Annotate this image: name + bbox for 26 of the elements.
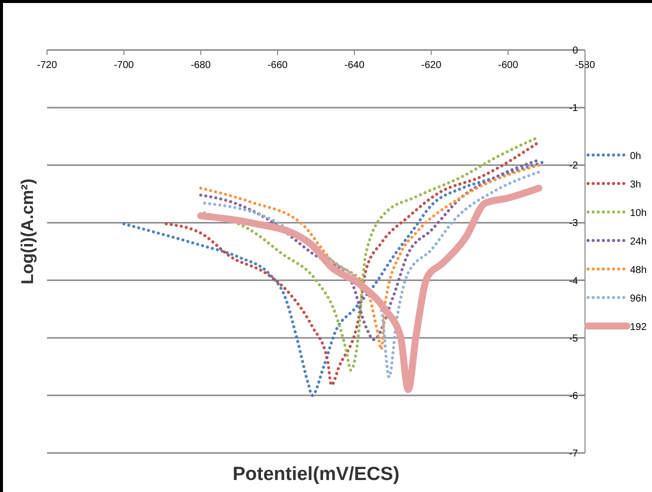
legend-label: 0h — [630, 151, 642, 162]
y-tick-label: -2 — [569, 160, 578, 172]
legend-label: 48h — [630, 265, 647, 276]
line-series — [122, 160, 544, 397]
y-tick-label: -4 — [569, 276, 578, 287]
y-tick-label: 0 — [572, 46, 578, 56]
legend-label: 24h — [630, 236, 647, 248]
legend-label: 10h — [630, 208, 647, 219]
x-tick-label: -600 — [498, 60, 519, 71]
x-tick-label: -720 — [36, 60, 58, 71]
x-tick-label: -660 — [268, 60, 288, 71]
x-tick-label: -620 — [421, 60, 442, 71]
legend-label: 3h — [630, 180, 642, 190]
x-tick-label: -640 — [344, 60, 365, 71]
legend-label: 192 — [630, 322, 648, 333]
x-tick-label: -700 — [114, 60, 134, 71]
line-series — [164, 140, 540, 387]
y-tick-label: -6 — [569, 390, 578, 402]
x-tick-label: -680 — [190, 60, 212, 71]
y-tick-label: -5 — [569, 333, 578, 344]
y-tick-label: -3 — [569, 218, 578, 230]
y-tick-label: -1 — [569, 103, 578, 114]
y-tick-label: -7 — [569, 448, 578, 460]
x-axis-title: Potentiel(mV/ECS) — [232, 464, 400, 485]
legend-label: 96h — [630, 294, 647, 304]
y-axis-title: Log(i)(A.cm²) — [18, 178, 37, 284]
